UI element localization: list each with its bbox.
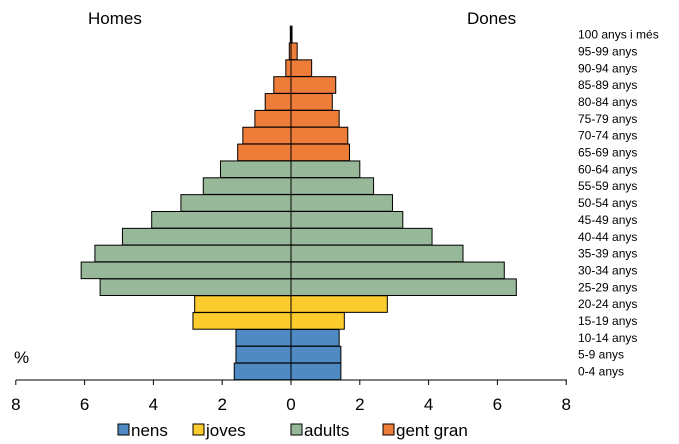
bar-dones-5-9-anys [290,345,342,364]
legend-swatch-gent-gran [382,423,395,436]
age-label: 95-99 anys [578,44,637,58]
bar-homes-85-89-anys [273,76,292,94]
bar-homes-65-69-anys [237,143,292,162]
age-label: 30-34 anys [578,263,637,277]
x-tick-label: 2 [355,395,364,414]
bar-dones-45-49-anys [290,211,404,229]
age-label: 70-74 anys [578,129,637,143]
age-label: 50-54 anys [578,196,637,210]
bar-homes-70-74-anys [242,126,292,145]
bar-homes-75-79-anys [254,109,292,128]
age-label: 0-4 anys [578,365,624,379]
age-label: 80-84 anys [578,95,637,109]
bar-dones-10-14-anys [290,328,340,347]
bar-homes-35-39-anys [94,244,292,263]
legend-swatch-joves [192,423,205,436]
bar-dones-75-79-anys [290,109,340,128]
bar-homes-45-49-anys [151,211,292,229]
bar-homes-15-19-anys [192,312,292,330]
unit-label: % [14,348,29,367]
x-tick-label: 2 [217,395,226,414]
legend: nens joves adults gent gran [117,421,468,440]
bar-dones-55-59-anys [290,177,375,195]
age-label: 10-14 anys [578,331,637,345]
bar-dones-25-29-anys [290,278,517,296]
age-label: 5-9 anys [578,348,624,362]
age-label: 100 anys i més [578,28,659,42]
bar-dones-90-94-anys [290,59,313,77]
legend-label-gent-gran: gent gran [396,421,468,440]
bar-homes-40-44-anys [121,227,292,246]
bar-dones-15-19-anys [290,312,345,330]
legend-swatch-nens [117,423,130,436]
x-tick-label: 6 [80,395,89,414]
x-tick-label: 6 [493,395,502,414]
bar-homes-30-34-anys [80,261,292,280]
legend-swatch-adults [290,423,303,436]
bar-homes-0-4-anys [233,362,292,381]
bars-group [80,25,517,381]
bar-homes-25-29-anys [99,278,292,296]
bar-homes-80-84-anys [264,93,292,111]
bar-dones-95-99-anys [290,42,298,61]
x-tick-label: 8 [561,395,570,414]
age-labels-group: 0-4 anys 5-9 anys 10-14 anys 15-19 anys 20-2… [578,28,659,379]
x-ticks-group: 8 6 4 2 0 2 4 6 8 [11,380,571,414]
bar-homes-10-14-anys [235,328,292,347]
bar-dones-50-54-anys [290,194,393,212]
legend-label-nens: nens [131,421,168,440]
bar-homes-60-64-anys [219,160,292,179]
x-tick-label: 8 [11,395,20,414]
bar-homes-50-54-anys [180,194,292,212]
bar-dones-0-4-anys [290,362,342,381]
age-label: 20-24 anys [578,297,637,311]
age-label: 60-64 anys [578,162,637,176]
bar-dones-85-89-anys [290,76,337,94]
age-label: 90-94 anys [578,61,637,75]
bar-homes-5-9-anys [235,345,292,364]
age-label: 15-19 anys [578,314,637,328]
age-label: 45-49 anys [578,213,637,227]
age-label: 85-89 anys [578,78,637,92]
age-label: 25-29 anys [578,280,637,294]
bar-dones-20-24-anys [290,295,388,313]
age-label: 35-39 anys [578,247,637,261]
left-side-label: Homes [88,9,142,28]
age-label: 55-59 anys [578,179,637,193]
age-label: 65-69 anys [578,146,637,160]
legend-label-joves: joves [205,421,246,440]
x-tick-label: 4 [149,395,158,414]
bar-homes-90-94-anys [285,59,292,77]
bar-dones-35-39-anys [290,244,464,263]
bar-dones-65-69-anys [290,143,350,162]
legend-label-adults: adults [304,421,349,440]
bar-homes-55-59-anys [202,177,292,195]
bar-dones-30-34-anys [290,261,505,280]
x-tick-label: 4 [424,395,433,414]
age-label: 40-44 anys [578,230,637,244]
age-label: 75-79 anys [578,112,637,126]
bar-dones-70-74-anys [290,126,349,145]
bar-dones-60-64-anys [290,160,361,179]
right-side-label: Dones [467,9,516,28]
bar-dones-80-84-anys [290,93,333,111]
x-tick-label: 0 [286,395,295,414]
bar-homes-20-24-anys [194,295,292,313]
bar-dones-40-44-anys [290,227,433,246]
